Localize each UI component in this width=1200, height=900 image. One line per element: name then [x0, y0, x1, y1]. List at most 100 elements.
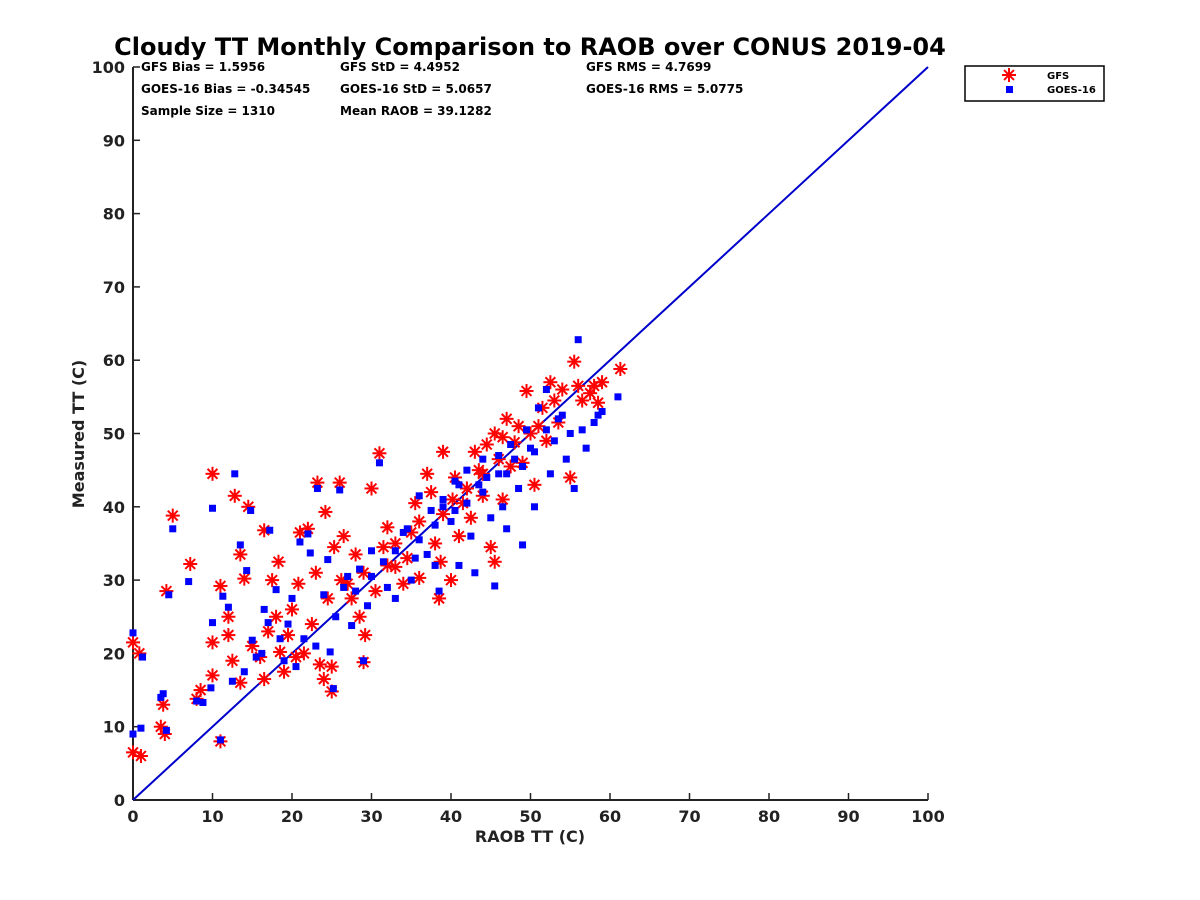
goes16-point: [292, 663, 300, 671]
gfs-point: [511, 419, 526, 434]
gfs-point: [213, 578, 228, 593]
goes16-point: [240, 668, 248, 676]
gfs-point: [318, 504, 333, 519]
annotation-goes-std: GOES-16 StD = 5.0657: [340, 82, 492, 96]
x-tick-label: 100: [911, 807, 944, 826]
gfs-point: [571, 378, 586, 393]
annotation-gfs-rms: GFS RMS = 4.7699: [586, 60, 711, 74]
goes16-point: [288, 594, 296, 602]
goes16-point: [542, 426, 550, 434]
chart-title: Cloudy TT Monthly Comparison to RAOB ove…: [114, 33, 946, 61]
goes16-point: [391, 547, 399, 555]
plot-area: 0 10 20 30 40 50 60 70 80 90 100 0 10 20 30 40 50 60 70 80 9…: [92, 58, 945, 826]
gfs-point: [133, 749, 148, 764]
gfs-point: [408, 496, 423, 511]
annotation-mean-raob: Mean RAOB = 39.1282: [340, 104, 492, 118]
goes16-point: [590, 419, 598, 427]
gfs-point: [444, 573, 458, 588]
goes16-point: [379, 558, 387, 566]
goes16-point: [272, 586, 280, 594]
annotation-goes-rms: GOES-16 RMS = 5.0775: [586, 82, 743, 96]
gfs-point: [563, 470, 578, 485]
goes16-point: [348, 622, 356, 630]
goes16-point: [360, 657, 368, 665]
gfs-point: [376, 540, 391, 555]
goes16-point: [399, 528, 407, 536]
gfs-point: [543, 375, 558, 390]
gfs-point: [613, 361, 628, 376]
gfs-point: [261, 624, 276, 639]
goes16-point: [431, 561, 439, 569]
gfs-point: [344, 591, 359, 606]
goes16-point: [216, 736, 224, 744]
gfs-point: [527, 477, 542, 492]
gfs-point: [467, 444, 482, 459]
gfs-point: [436, 444, 451, 459]
gfs-point: [519, 383, 534, 398]
goes16-point: [527, 444, 534, 452]
gfs-point: [257, 672, 272, 687]
goes16-point: [368, 547, 375, 555]
gfs-point: [165, 508, 180, 523]
goes16-point: [447, 517, 455, 525]
gfs-point: [412, 570, 427, 585]
goes16-point: [243, 567, 251, 575]
x-tick-label: 90: [837, 807, 859, 826]
goes16-point: [340, 583, 348, 591]
y-tick-label: 40: [103, 498, 125, 517]
gfs-point: [205, 635, 220, 650]
goes16-point: [566, 430, 574, 437]
x-tick-label: 80: [758, 807, 780, 826]
gfs-point: [499, 411, 514, 426]
gfs-point: [463, 510, 478, 525]
goes16-point: [266, 526, 274, 534]
goes16-point: [499, 503, 507, 511]
goes16-point: [137, 724, 145, 732]
goes16-point: [439, 495, 447, 503]
gfs-point: [281, 628, 296, 643]
goes16-point: [165, 591, 173, 599]
gfs-point: [233, 547, 248, 562]
gfs-point: [368, 584, 383, 599]
x-tick-label: 60: [599, 807, 621, 826]
goes16-point: [260, 605, 268, 613]
gfs-point: [372, 446, 387, 461]
goes16-point: [329, 685, 337, 693]
y-tick-label: 60: [103, 351, 125, 370]
goes16-point: [495, 451, 503, 459]
gfs-point: [316, 672, 331, 687]
gfs-point: [459, 481, 474, 496]
y-tick-label: 30: [103, 571, 125, 590]
goes16-point: [162, 726, 170, 734]
goes16-point: [264, 619, 272, 627]
gfs-point: [126, 635, 140, 650]
gfs-point: [495, 430, 510, 445]
y-tick-label: 20: [103, 644, 125, 663]
goes16-point: [439, 503, 447, 511]
goes16-point: [530, 503, 538, 511]
goes16-point: [523, 426, 531, 434]
goes16-point: [332, 613, 340, 621]
goes16-point: [157, 693, 165, 701]
gfs-point: [304, 617, 319, 632]
goes16-point: [570, 484, 578, 492]
goes16-point: [546, 470, 554, 478]
y-tick-label: 50: [103, 425, 125, 444]
x-tick-label: 0: [127, 807, 138, 826]
goes16-point: [185, 578, 193, 586]
goes16-point: [503, 470, 511, 478]
goes16-point: [199, 699, 207, 707]
goes16-point: [139, 653, 147, 661]
goes16-point: [320, 591, 328, 599]
y-tick-label: 80: [103, 205, 125, 224]
gfs-point: [352, 609, 367, 624]
goes16-point: [423, 550, 431, 558]
gfs-point: [364, 481, 379, 496]
data-points: [126, 336, 628, 764]
gfs-point: [269, 609, 284, 624]
gfs-point: [327, 540, 342, 555]
gfs-point: [227, 488, 242, 503]
x-tick-label: 40: [440, 807, 462, 826]
goes16-point: [356, 565, 364, 573]
goes16-point: [614, 393, 622, 401]
